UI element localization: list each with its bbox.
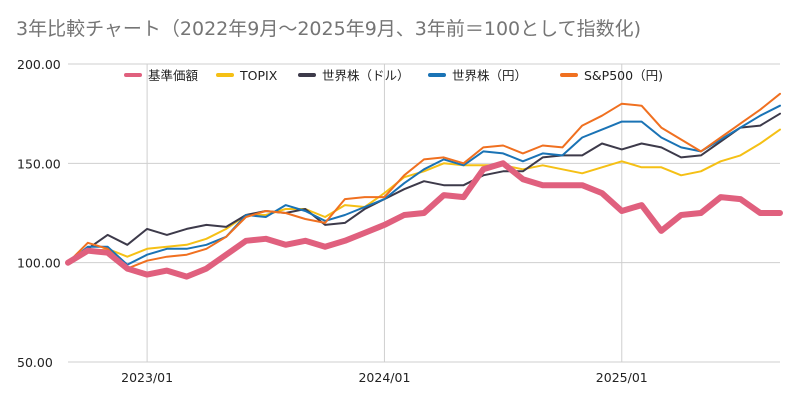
x-tick-label: 2023/01: [121, 370, 173, 385]
grid: [68, 63, 780, 363]
series-line: [67, 128, 781, 264]
series-line: [67, 112, 781, 264]
y-tick-label: 100.00: [17, 256, 61, 271]
series-line: [67, 92, 781, 270]
legend-label: TOPIX: [239, 68, 278, 83]
legend-label: 世界株（ドル）: [322, 68, 410, 83]
y-tick-label: 50.00: [17, 355, 53, 370]
y-tick-label: 200.00: [17, 57, 61, 72]
series-lines: [65, 92, 783, 280]
legend-label: 基準価額: [148, 68, 199, 83]
series-line: [67, 104, 781, 266]
legend-label: S&P500（円): [584, 68, 663, 83]
chart-title: 3年比較チャート（2022年9月〜2025年9月、3年前＝100として指数化): [16, 18, 641, 40]
x-tick-label: 2025/01: [596, 370, 648, 385]
y-tick-label: 150.00: [17, 156, 61, 171]
legend: 基準価額 TOPIX 世界株（ドル） 世界株（円） S&P500（円): [124, 68, 663, 83]
axis-ticks: 50.00 100.00 150.00 200.00 2023/01 2024/01 202…: [17, 57, 648, 385]
series-line: [65, 160, 783, 280]
x-tick-label: 2024/01: [358, 370, 410, 385]
legend-label: 世界株（円）: [452, 68, 527, 83]
